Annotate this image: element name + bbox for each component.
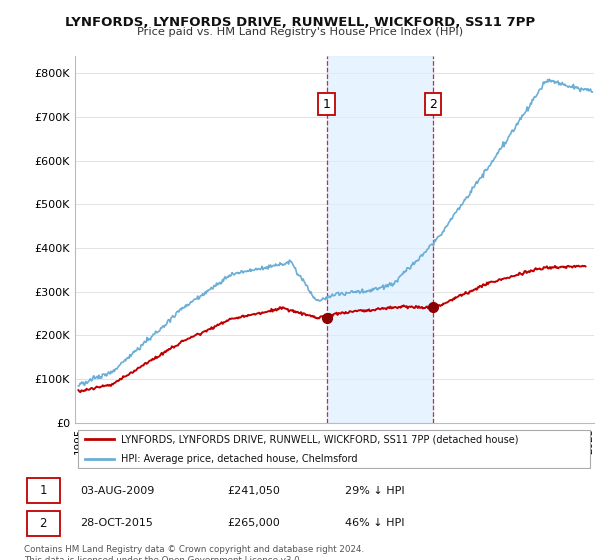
Text: 2: 2: [40, 517, 47, 530]
Text: LYNFORDS, LYNFORDS DRIVE, RUNWELL, WICKFORD, SS11 7PP: LYNFORDS, LYNFORDS DRIVE, RUNWELL, WICKF…: [65, 16, 535, 29]
Text: 46% ↓ HPI: 46% ↓ HPI: [346, 519, 405, 529]
Text: LYNFORDS, LYNFORDS DRIVE, RUNWELL, WICKFORD, SS11 7PP (detached house): LYNFORDS, LYNFORDS DRIVE, RUNWELL, WICKF…: [121, 434, 518, 444]
Text: 2: 2: [429, 97, 437, 110]
Text: Contains HM Land Registry data © Crown copyright and database right 2024.
This d: Contains HM Land Registry data © Crown c…: [24, 545, 364, 560]
Text: 28-OCT-2015: 28-OCT-2015: [80, 519, 153, 529]
Text: 1: 1: [323, 97, 331, 110]
Text: £265,000: £265,000: [227, 519, 280, 529]
Text: 1: 1: [40, 484, 47, 497]
Text: HPI: Average price, detached house, Chelmsford: HPI: Average price, detached house, Chel…: [121, 455, 357, 464]
Text: 03-AUG-2009: 03-AUG-2009: [80, 486, 155, 496]
Bar: [27, 478, 59, 503]
Bar: [326, 56, 433, 423]
Text: 29% ↓ HPI: 29% ↓ HPI: [346, 486, 405, 496]
Text: £241,050: £241,050: [227, 486, 280, 496]
Bar: [27, 511, 59, 536]
Text: Price paid vs. HM Land Registry's House Price Index (HPI): Price paid vs. HM Land Registry's House …: [137, 27, 463, 37]
